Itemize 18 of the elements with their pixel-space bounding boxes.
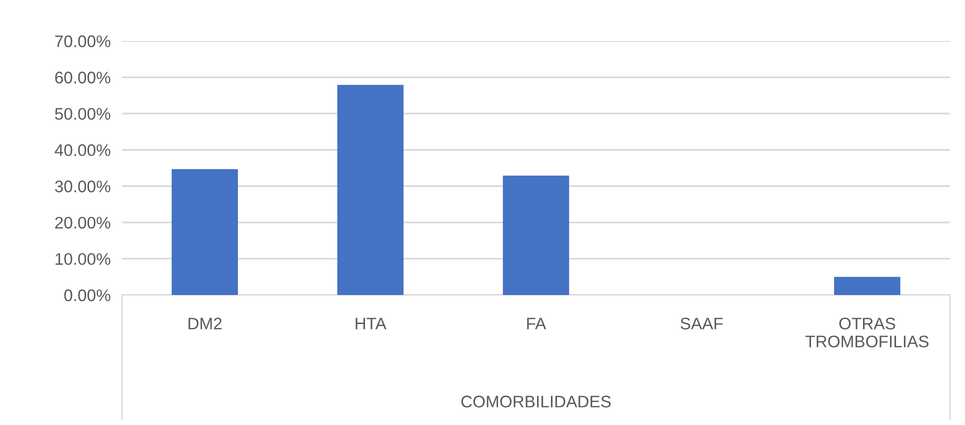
y-tick-label: 40.00% (54, 144, 110, 156)
x-tick-label: DM2 (188, 318, 222, 330)
x-tick-label: SAAF (680, 318, 723, 330)
x-tick-label: FA (527, 318, 546, 330)
x-axis-title: COMORBILIDADES (461, 396, 611, 408)
y-tick-label: 70.00% (55, 35, 110, 48)
y-tick-label: 0.00% (64, 289, 110, 302)
bar (502, 176, 570, 295)
y-tick-label: 10.00% (56, 253, 110, 265)
x-tick-label: HTA (356, 318, 386, 330)
bar (834, 276, 900, 295)
y-tick-label: 20.00% (55, 216, 110, 229)
x-tick-label: OTRAS TROMBOFILIAS (806, 318, 928, 348)
y-tick-label: 60.00% (55, 72, 110, 84)
y-tick-label: 50.00% (55, 108, 110, 120)
bar (337, 84, 404, 295)
bar (172, 169, 238, 295)
y-tick-label: 30.00% (55, 180, 110, 192)
